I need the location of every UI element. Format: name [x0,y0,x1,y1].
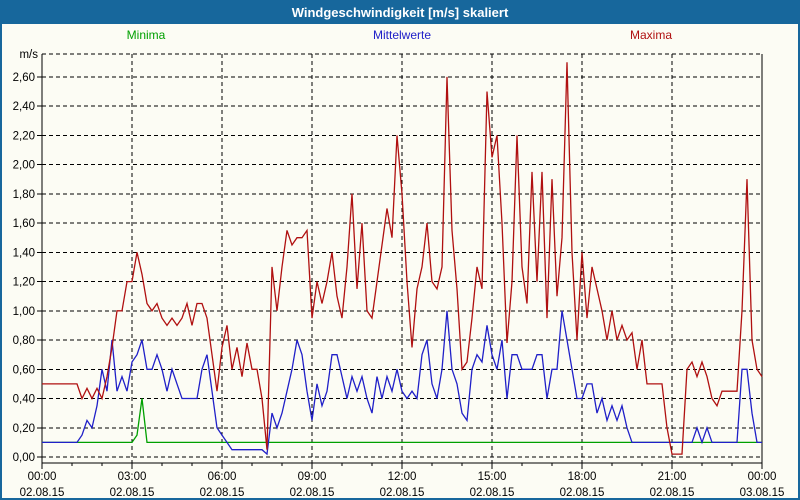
mittelwerte-line [42,310,762,456]
y-tick-label: 2,20 [13,130,35,142]
x-tick-date-label: 02.08.15 [470,487,515,498]
y-tick-label: 2,00 [13,160,35,172]
legend-mittelwerte-label: Mittelwerte [372,28,432,42]
x-tick-time-label: 06:00 [208,471,237,483]
x-tick-date-label: 02.08.15 [290,487,335,498]
x-tick-date-label: 03.08.15 [740,487,785,498]
x-tick-time-label: 21:00 [658,471,687,483]
x-tick-time-label: 09:00 [298,471,327,483]
y-tick-label: 0,40 [13,394,35,406]
x-tick-date-label: 02.08.15 [650,487,695,498]
y-tick-label: 0,80 [13,335,35,347]
x-tick-time-label: 00:00 [28,471,57,483]
chart-area: Minima Mittelwerte Maxima 0,00 0,20 0,40 0,… [2,24,798,498]
chart-title-bar: Windgeschwindigkeit [m/s] skaliert [2,2,798,24]
y-tick-label: 0,60 [13,364,35,376]
x-tick-date-label: 02.08.15 [20,487,65,498]
legend-minima-label: Minima [126,28,166,42]
y-tick-label: 1,80 [13,189,35,201]
y-axis-unit-label: m/s [19,49,38,61]
chart-title: Windgeschwindigkeit [m/s] skaliert [291,5,509,20]
x-tick-date-label: 02.08.15 [560,487,605,498]
y-tick-label: 0,20 [13,423,35,435]
y-tick-label: 1,20 [13,277,35,289]
maxima-line [42,62,763,455]
y-tick-label: 2,60 [13,72,35,84]
legend-maxima-label: Maxima [629,28,673,42]
x-tick-date-label: 02.08.15 [110,487,155,498]
x-tick-time-label: 12:00 [388,471,417,483]
y-tick-label: 1,60 [13,218,35,230]
y-tick-label: 1,40 [13,247,35,259]
x-tick-date-label: 02.08.15 [200,487,245,498]
x-tick-time-label: 18:00 [568,471,597,483]
x-tick-time-label: 03:00 [118,471,147,483]
wind-speed-plot: 0,00 0,20 0,40 0,60 0,80 1,00 1,20 1,40 1,60 1,80… [13,49,785,498]
x-tick-time-label: 00:00 [748,471,777,483]
x-tick-date-label: 02.08.15 [380,487,425,498]
y-tick-label: 0,00 [13,452,35,464]
y-tick-label: 1,00 [13,306,35,318]
x-tick-time-label: 15:00 [478,471,507,483]
y-tick-label: 2,40 [13,101,35,113]
